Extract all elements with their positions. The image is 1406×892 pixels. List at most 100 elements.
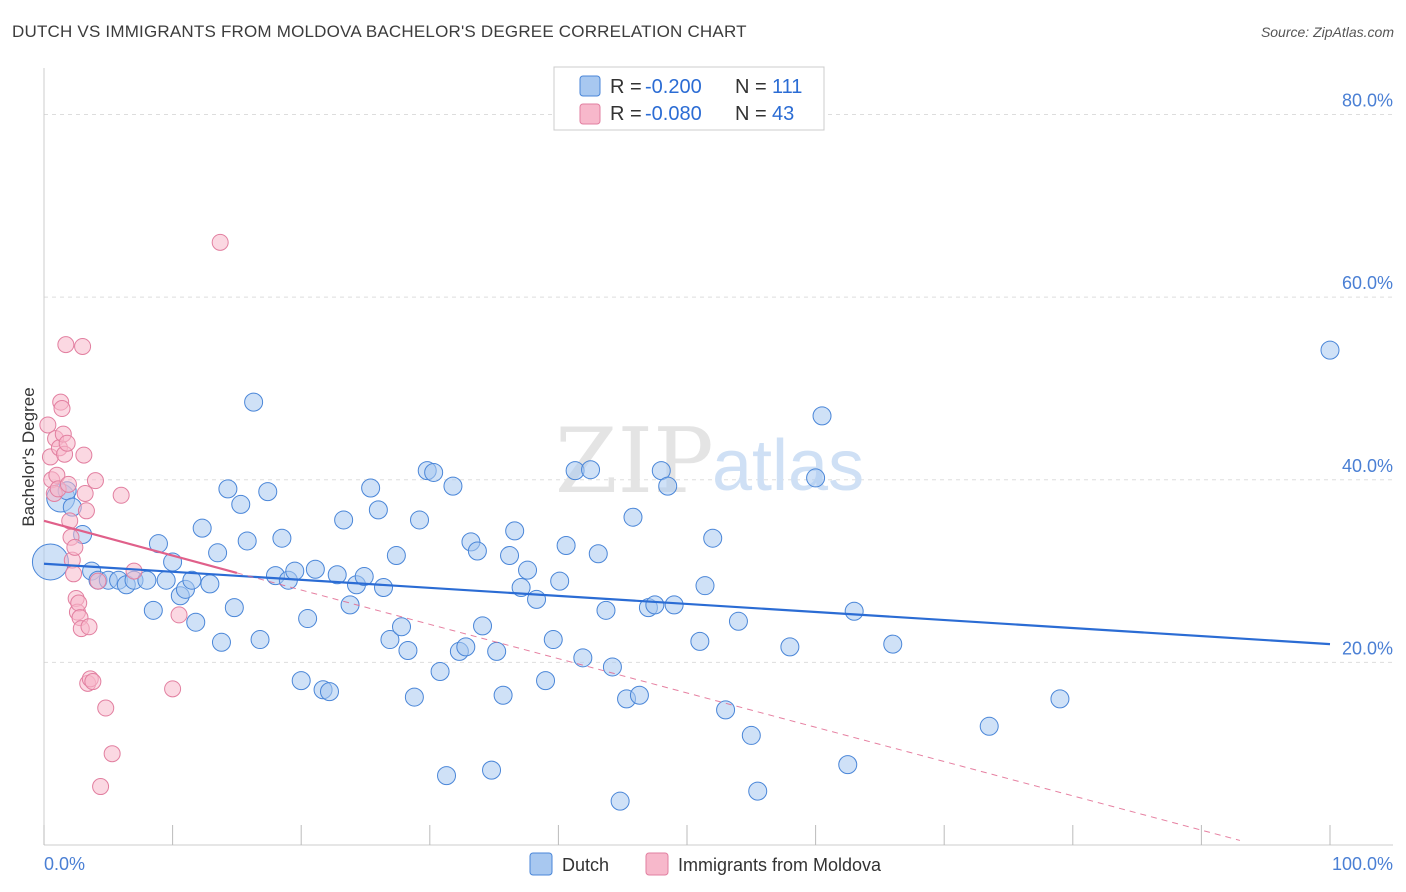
legend-swatch-moldova xyxy=(579,103,601,125)
dutch-point xyxy=(573,648,593,668)
dutch-trend-line xyxy=(43,562,1331,646)
chart-title: DUTCH VS IMMIGRANTS FROM MOLDOVA BACHELO… xyxy=(12,22,747,41)
dutch-point xyxy=(211,632,231,652)
dutch-point xyxy=(430,662,450,682)
y-tick-label: 80.0% xyxy=(1342,91,1393,111)
y-tick-label: 20.0% xyxy=(1342,638,1393,658)
dutch-point xyxy=(305,559,325,579)
dutch-point xyxy=(716,700,736,720)
dutch-point xyxy=(883,634,903,654)
x-tick-label-max: 100.0% xyxy=(1332,854,1393,874)
moldova-point xyxy=(77,502,95,520)
dutch-point xyxy=(493,685,513,705)
dutch-point xyxy=(1320,340,1340,360)
y-tick-label: 40.0% xyxy=(1342,456,1393,476)
dutch-point xyxy=(218,479,238,499)
dutch-points xyxy=(31,340,1340,811)
legend-n-label-dutch: N = xyxy=(735,76,767,98)
watermark-atlas: atlas xyxy=(712,426,864,506)
dutch-point xyxy=(340,595,360,615)
bottom-legend-swatch-dutch xyxy=(529,852,553,876)
dutch-point xyxy=(258,482,278,502)
x-tick-labels: 0.0% 100.0% xyxy=(44,854,1393,874)
dutch-point xyxy=(231,494,251,514)
dutch-point xyxy=(354,567,374,587)
x-tick-label-min: 0.0% xyxy=(44,854,85,874)
dutch-point xyxy=(291,671,311,691)
dutch-point xyxy=(623,507,643,527)
dutch-point xyxy=(536,671,556,691)
dutch-point xyxy=(437,766,457,786)
dutch-point xyxy=(690,631,710,651)
dutch-point xyxy=(658,476,678,496)
gridlines xyxy=(44,114,1393,663)
dutch-point xyxy=(596,600,616,620)
dutch-point xyxy=(844,601,864,621)
moldova-point xyxy=(70,594,88,612)
y-tick-labels: 20.0% 40.0% 60.0% 80.0% xyxy=(1342,91,1393,659)
legend-r-label-moldova: R = xyxy=(610,103,642,125)
moldova-point xyxy=(57,336,75,354)
dutch-point xyxy=(298,609,318,629)
dutch-point xyxy=(979,716,999,736)
dutch-point xyxy=(398,641,418,661)
moldova-point xyxy=(92,778,110,796)
dutch-point xyxy=(334,510,354,530)
dutch-point xyxy=(543,630,563,650)
dutch-point xyxy=(143,600,163,620)
moldova-point xyxy=(65,565,83,583)
dutch-point xyxy=(186,612,206,632)
dutch-point xyxy=(505,521,525,541)
legend-r-label-dutch: R = xyxy=(610,76,642,98)
dutch-point xyxy=(602,657,622,677)
series-legend: Dutch Immigrants from Moldova xyxy=(529,852,882,876)
dutch-point xyxy=(244,392,264,412)
moldova-point xyxy=(125,562,143,580)
dutch-point xyxy=(645,595,665,615)
moldova-point xyxy=(76,484,94,502)
dutch-point xyxy=(473,616,493,636)
bottom-legend-label-moldova: Immigrants from Moldova xyxy=(678,855,882,875)
dutch-point xyxy=(361,478,381,498)
dutch-point xyxy=(368,500,388,520)
moldova-point xyxy=(59,475,77,493)
trend-lines xyxy=(43,519,1331,841)
moldova-point xyxy=(58,434,76,452)
moldova-point xyxy=(75,446,93,464)
moldova-point xyxy=(112,486,130,504)
y-tick-label: 60.0% xyxy=(1342,273,1393,293)
dutch-point xyxy=(511,578,531,598)
y-axis-label: Bachelor's Degree xyxy=(19,387,38,526)
dutch-point xyxy=(374,578,394,598)
legend-n-value-dutch: 111 xyxy=(772,76,802,98)
dutch-point xyxy=(410,510,430,530)
dutch-point xyxy=(487,641,507,661)
moldova-point xyxy=(103,745,121,763)
source-credit: Source: ZipAtlas.com xyxy=(1260,24,1394,40)
dutch-point xyxy=(208,543,228,563)
moldova-point xyxy=(84,673,102,691)
bottom-legend-swatch-moldova xyxy=(645,852,669,876)
moldova-point xyxy=(170,606,188,624)
moldova-point xyxy=(80,618,98,636)
dutch-point xyxy=(581,460,601,480)
dutch-point xyxy=(224,598,244,618)
moldova-point xyxy=(74,337,92,355)
dutch-point xyxy=(500,546,520,566)
dutch-point xyxy=(424,462,444,482)
dutch-point xyxy=(741,725,761,745)
moldova-point xyxy=(86,472,104,490)
dutch-point xyxy=(443,476,463,496)
dutch-point xyxy=(456,637,476,657)
watermark: ZIP atlas xyxy=(555,409,864,514)
moldova-point xyxy=(53,400,71,418)
dutch-point xyxy=(327,565,347,585)
dutch-point xyxy=(812,406,832,426)
dutch-point xyxy=(838,755,858,775)
dutch-point xyxy=(200,574,220,594)
moldova-point xyxy=(164,680,182,698)
dutch-point xyxy=(728,611,748,631)
moldova-point xyxy=(211,233,229,251)
legend-r-value-dutch: -0.200 xyxy=(645,76,702,98)
dutch-point xyxy=(404,687,424,707)
